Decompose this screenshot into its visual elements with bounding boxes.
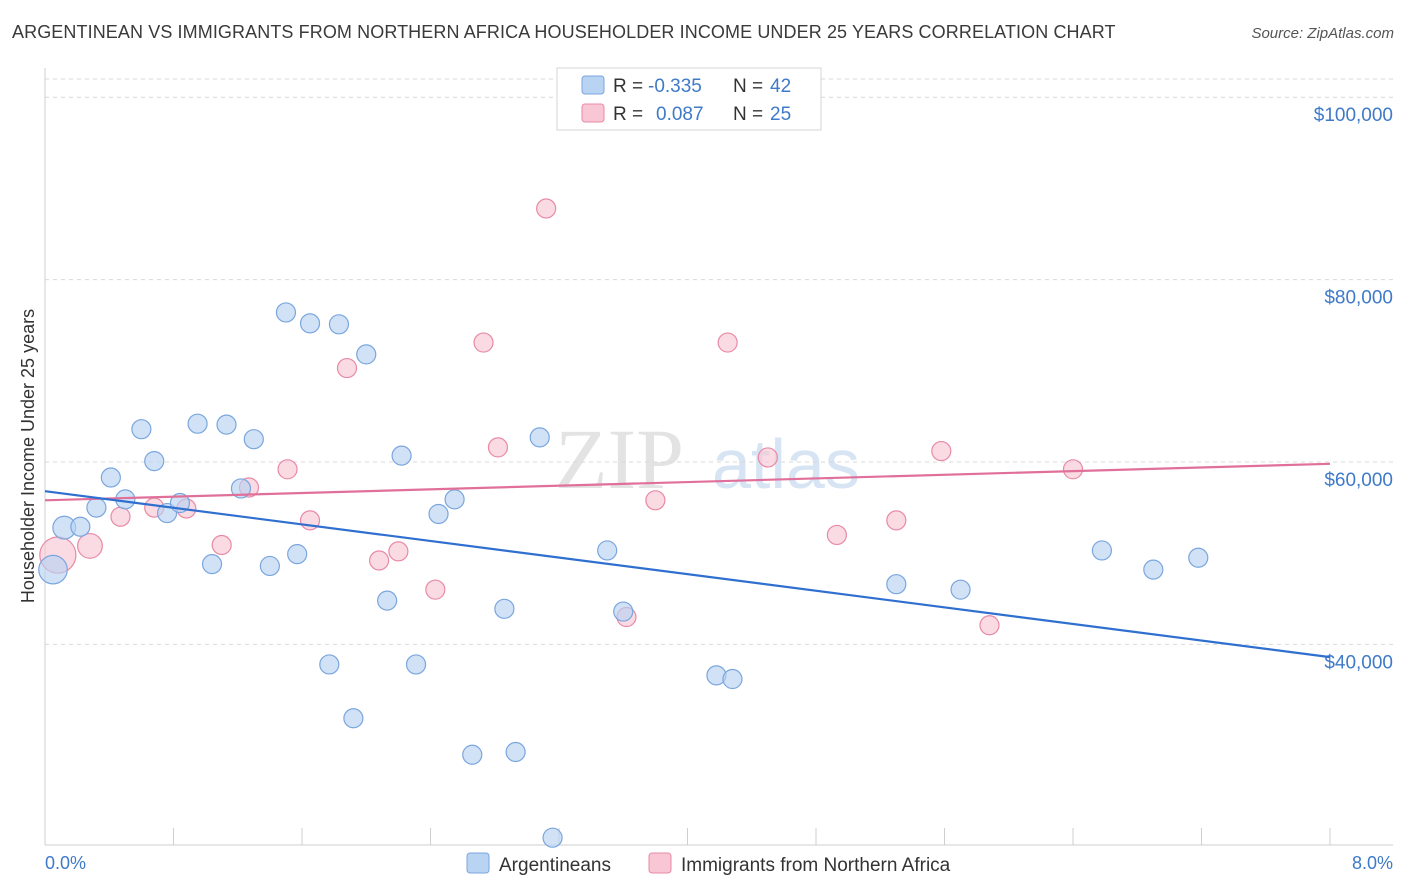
argentineans-point — [462, 744, 483, 765]
argentineans-point — [38, 554, 68, 585]
argentineans-point — [144, 450, 165, 472]
series-legend: Argentineans Immigrants from Northern Af… — [466, 852, 951, 876]
argentineans-point — [613, 601, 634, 622]
argentineans-point — [505, 741, 526, 763]
argentineans-point — [529, 427, 550, 448]
x-tick-label-max: 8.0% — [1352, 853, 1393, 873]
argentineans-point — [494, 598, 515, 619]
trend-line-immigrants — [44, 462, 1331, 502]
argentineans-point — [259, 555, 280, 577]
immigrants-point — [277, 459, 298, 480]
argentineans-point — [299, 313, 321, 334]
y-axis-title: Householder Income Under 25 years — [18, 309, 38, 603]
argentineans-point — [1091, 540, 1113, 561]
immigrants-point — [757, 447, 778, 468]
argentineans-point — [950, 579, 971, 600]
x-axis-ticks — [173, 828, 1331, 845]
argentineans-point — [328, 314, 350, 335]
source-credit: Source: ZipAtlas.com — [1251, 25, 1394, 42]
immigrants-point — [425, 579, 446, 600]
argentineans-point — [115, 489, 136, 510]
argentineans-point — [275, 302, 297, 323]
argentineans-point — [1143, 559, 1164, 580]
argentineans-point — [597, 540, 618, 561]
correlation-legend: R = -0.335 N = 42 R = 0.087 N = 25 — [556, 67, 822, 131]
bottom-legend-label-argentineans: Argentineans — [499, 855, 611, 876]
immigrants-point — [211, 534, 232, 556]
immigrants-point — [110, 506, 131, 527]
argentineans-point — [243, 429, 264, 450]
argentineans-point — [70, 516, 91, 537]
argentineans-point — [377, 590, 398, 611]
legend-n-label-pink: N = — [733, 104, 763, 125]
axes — [44, 68, 1393, 846]
legend-r-value-pink: 0.087 — [656, 104, 704, 125]
immigrants-point — [336, 357, 358, 379]
argentineans-point — [356, 344, 377, 365]
chart-title: ARGENTINEAN VS IMMIGRANTS FROM NORTHERN … — [12, 22, 1116, 42]
bottom-legend-swatch-pink — [648, 852, 672, 874]
y-tick-label: $100,000 — [1314, 105, 1393, 126]
argentineans-point — [444, 489, 465, 510]
watermark-atlas: atlas — [712, 425, 860, 503]
argentineans-point — [86, 497, 107, 518]
immigrants-point — [645, 490, 666, 511]
y-axis-labels: $40,000 $60,000 $80,000 $100,000 — [1314, 105, 1393, 673]
argentineans-point — [391, 445, 412, 466]
argentineans-point — [542, 827, 563, 848]
legend-n-value-pink: 25 — [770, 104, 791, 125]
immigrants-point — [77, 532, 103, 559]
trend-line-argentineans — [44, 490, 1331, 659]
argentineans-point — [343, 708, 364, 729]
legend-r-label-blue: R = — [613, 76, 643, 97]
legend-swatch-blue — [581, 75, 605, 95]
argentineans-point — [287, 544, 308, 565]
legend-n-label-blue: N = — [733, 76, 763, 97]
immigrants-point — [1062, 459, 1084, 480]
y-tick-label: $40,000 — [1324, 652, 1393, 673]
immigrants-point — [826, 524, 847, 546]
argentineans-point — [230, 478, 252, 499]
series-argentineans-points — [38, 302, 1209, 848]
immigrants-point — [717, 332, 738, 353]
legend-r-label-pink: R = — [613, 104, 643, 125]
argentineans-point — [428, 503, 449, 525]
immigrants-point — [487, 437, 509, 458]
argentineans-point — [1188, 547, 1209, 568]
y-tick-label: $60,000 — [1324, 470, 1393, 491]
immigrants-point — [979, 615, 1000, 636]
argentineans-point — [100, 467, 121, 488]
legend-n-value-blue: 42 — [770, 76, 791, 97]
immigrants-point — [931, 440, 952, 462]
watermark-zip: ZIP — [555, 411, 684, 507]
legend-r-value-blue: -0.335 — [648, 76, 702, 97]
bottom-legend-label-immigrants: Immigrants from Northern Africa — [681, 855, 951, 876]
x-tick-label-min: 0.0% — [45, 853, 86, 873]
trend-lines — [44, 462, 1331, 659]
argentineans-point — [216, 414, 237, 435]
immigrants-point — [473, 332, 494, 353]
immigrants-point — [886, 510, 907, 531]
legend-swatch-pink — [581, 103, 605, 123]
y-tick-label: $80,000 — [1324, 288, 1393, 309]
argentineans-point — [722, 668, 743, 690]
immigrants-point — [536, 198, 557, 219]
immigrants-point — [369, 550, 390, 571]
argentineans-point — [187, 413, 208, 434]
immigrants-point — [388, 541, 409, 562]
argentineans-point — [131, 419, 152, 440]
argentineans-point — [886, 574, 907, 595]
argentineans-point — [319, 654, 340, 675]
argentineans-point — [201, 554, 223, 575]
bottom-legend-swatch-blue — [466, 852, 490, 874]
argentineans-point — [405, 654, 427, 675]
